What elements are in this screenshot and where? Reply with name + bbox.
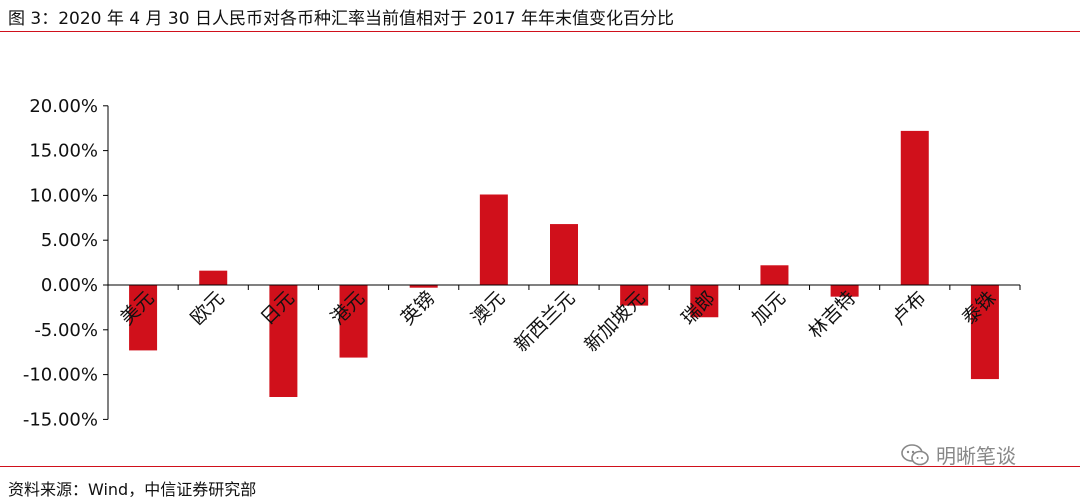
bar (900, 130, 929, 285)
x-tick-labels: 美元 欧元 日元 港元 英镑 澳元 新西兰元 新加坡元 瑞郎 加元 林吉特 卢布 泰铢 (116, 287, 1000, 356)
y-axis: 20.00% 15.00% 10.00% 5.00% 0.00% -5.00% -10.00… (23, 96, 109, 430)
bar (970, 285, 999, 380)
bars-group (129, 130, 999, 397)
watermark: 明晰笔谈 (900, 440, 1016, 469)
bar (129, 285, 158, 351)
y-tick-label: 15.00% (29, 141, 98, 162)
bar (339, 285, 368, 358)
bar-chart: 20.00% 15.00% 10.00% 5.00% 0.00% -5.00% -10.00… (23, 96, 1021, 430)
chat-bubbles-icon (901, 443, 929, 465)
bar (620, 285, 649, 306)
y-tick-label: 20.00% (29, 96, 98, 117)
x-tick-label: 英镑 (397, 287, 439, 329)
y-tick-label: 5.00% (41, 230, 98, 251)
bar (550, 224, 578, 285)
bar (409, 285, 438, 288)
y-tick-label: -10.00% (23, 365, 98, 386)
x-axis (108, 284, 1021, 290)
figure-title: 图 3：2020 年 4 月 30 日人民币对各币种汇率当前值相对于 2017 … (8, 9, 675, 29)
watermark-text: 明晰笔谈 (936, 444, 1016, 468)
bar (199, 270, 228, 285)
x-tick-label: 加元 (748, 287, 790, 329)
y-tick-label: 10.00% (29, 185, 98, 206)
source-note: 资料来源：Wind，中信证券研究部 (8, 480, 257, 499)
y-tick-label: 0.00% (41, 275, 98, 296)
bar (830, 285, 859, 297)
bar (690, 285, 719, 318)
x-tick-label: 新加坡元 (580, 287, 649, 356)
x-tick-label: 卢布 (888, 287, 930, 329)
bar (269, 285, 298, 397)
x-tick-label: 欧元 (186, 287, 228, 329)
x-tick-label: 新西兰元 (510, 287, 579, 356)
y-tick-label: -5.00% (34, 320, 98, 341)
footer-divider (0, 466, 1080, 467)
bar (760, 265, 789, 285)
bar (479, 194, 508, 285)
x-tick-label: 澳元 (467, 287, 509, 329)
y-tick-label: -15.00% (23, 409, 98, 430)
title-divider (0, 31, 1080, 32)
